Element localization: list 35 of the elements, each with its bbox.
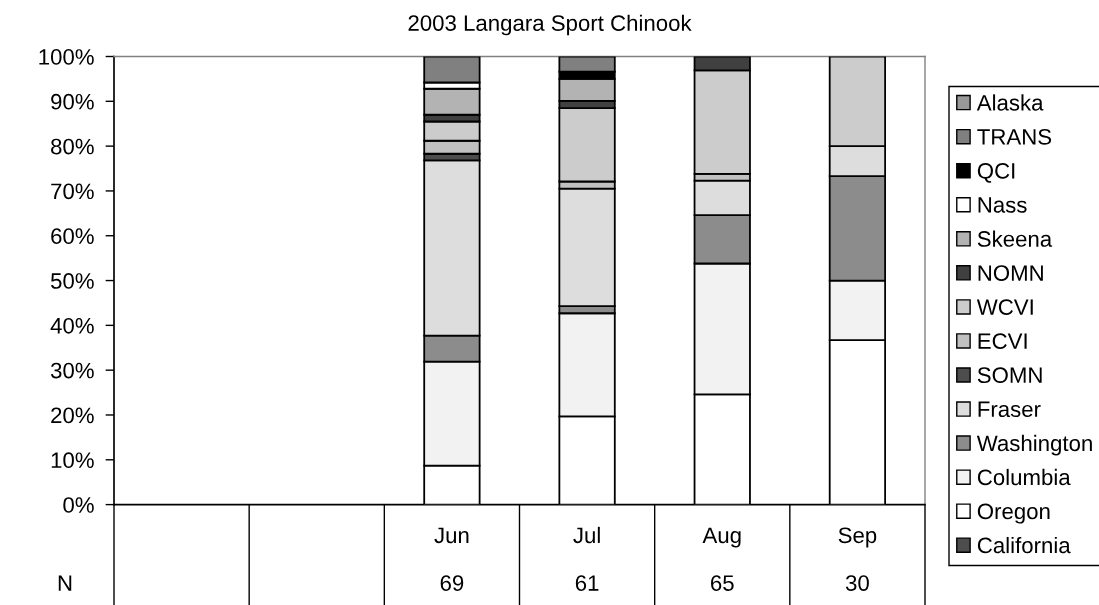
legend-label: TRANS <box>977 128 1052 145</box>
legend-label: QCI <box>977 163 1015 183</box>
legend-label: WCVI <box>976 299 1033 315</box>
y-tick-label: 70% <box>51 183 94 200</box>
y-tick-label: 10% <box>51 452 94 469</box>
text: 30 <box>845 575 869 591</box>
legend-label: Washington <box>976 434 1092 456</box>
chart-title: 2003 Langara Sport Chinook <box>408 14 692 36</box>
y-tick-label: 30% <box>50 362 94 379</box>
y-tick-label: 60% <box>51 228 94 245</box>
y-tick-label: 90% <box>51 93 94 110</box>
text: N <box>58 575 72 591</box>
legend-label: SOMN <box>977 367 1042 384</box>
x-tick-label: Sep <box>838 527 877 548</box>
legend-label: NOMN <box>978 265 1043 281</box>
x-tick-label: Jun <box>434 527 469 544</box>
legend-label: Nass <box>978 197 1027 213</box>
y-tick-label: 0% <box>63 497 94 513</box>
y-tick-label: 20% <box>51 407 94 424</box>
y-tick-label: 50% <box>50 273 94 289</box>
legend-label: Columbia <box>977 468 1071 486</box>
legend-label: Alaska <box>976 94 1044 111</box>
legend-label: Skeena <box>977 230 1053 247</box>
x-tick-label: Aug <box>702 527 741 548</box>
y-tick-label: 40% <box>50 317 94 334</box>
x-tick-label: Jul <box>573 526 600 544</box>
text: 69 <box>440 575 464 591</box>
y-tick-label: 80% <box>51 138 94 155</box>
text: 61 <box>575 575 599 591</box>
legend-label: ECVI <box>978 333 1027 349</box>
legend-label: Fraser <box>978 401 1041 418</box>
legend-label: Oregon <box>977 503 1050 524</box>
text: 65 <box>711 575 734 591</box>
legend-label: California <box>977 536 1071 554</box>
y-tick-label: 100% <box>39 49 94 65</box>
